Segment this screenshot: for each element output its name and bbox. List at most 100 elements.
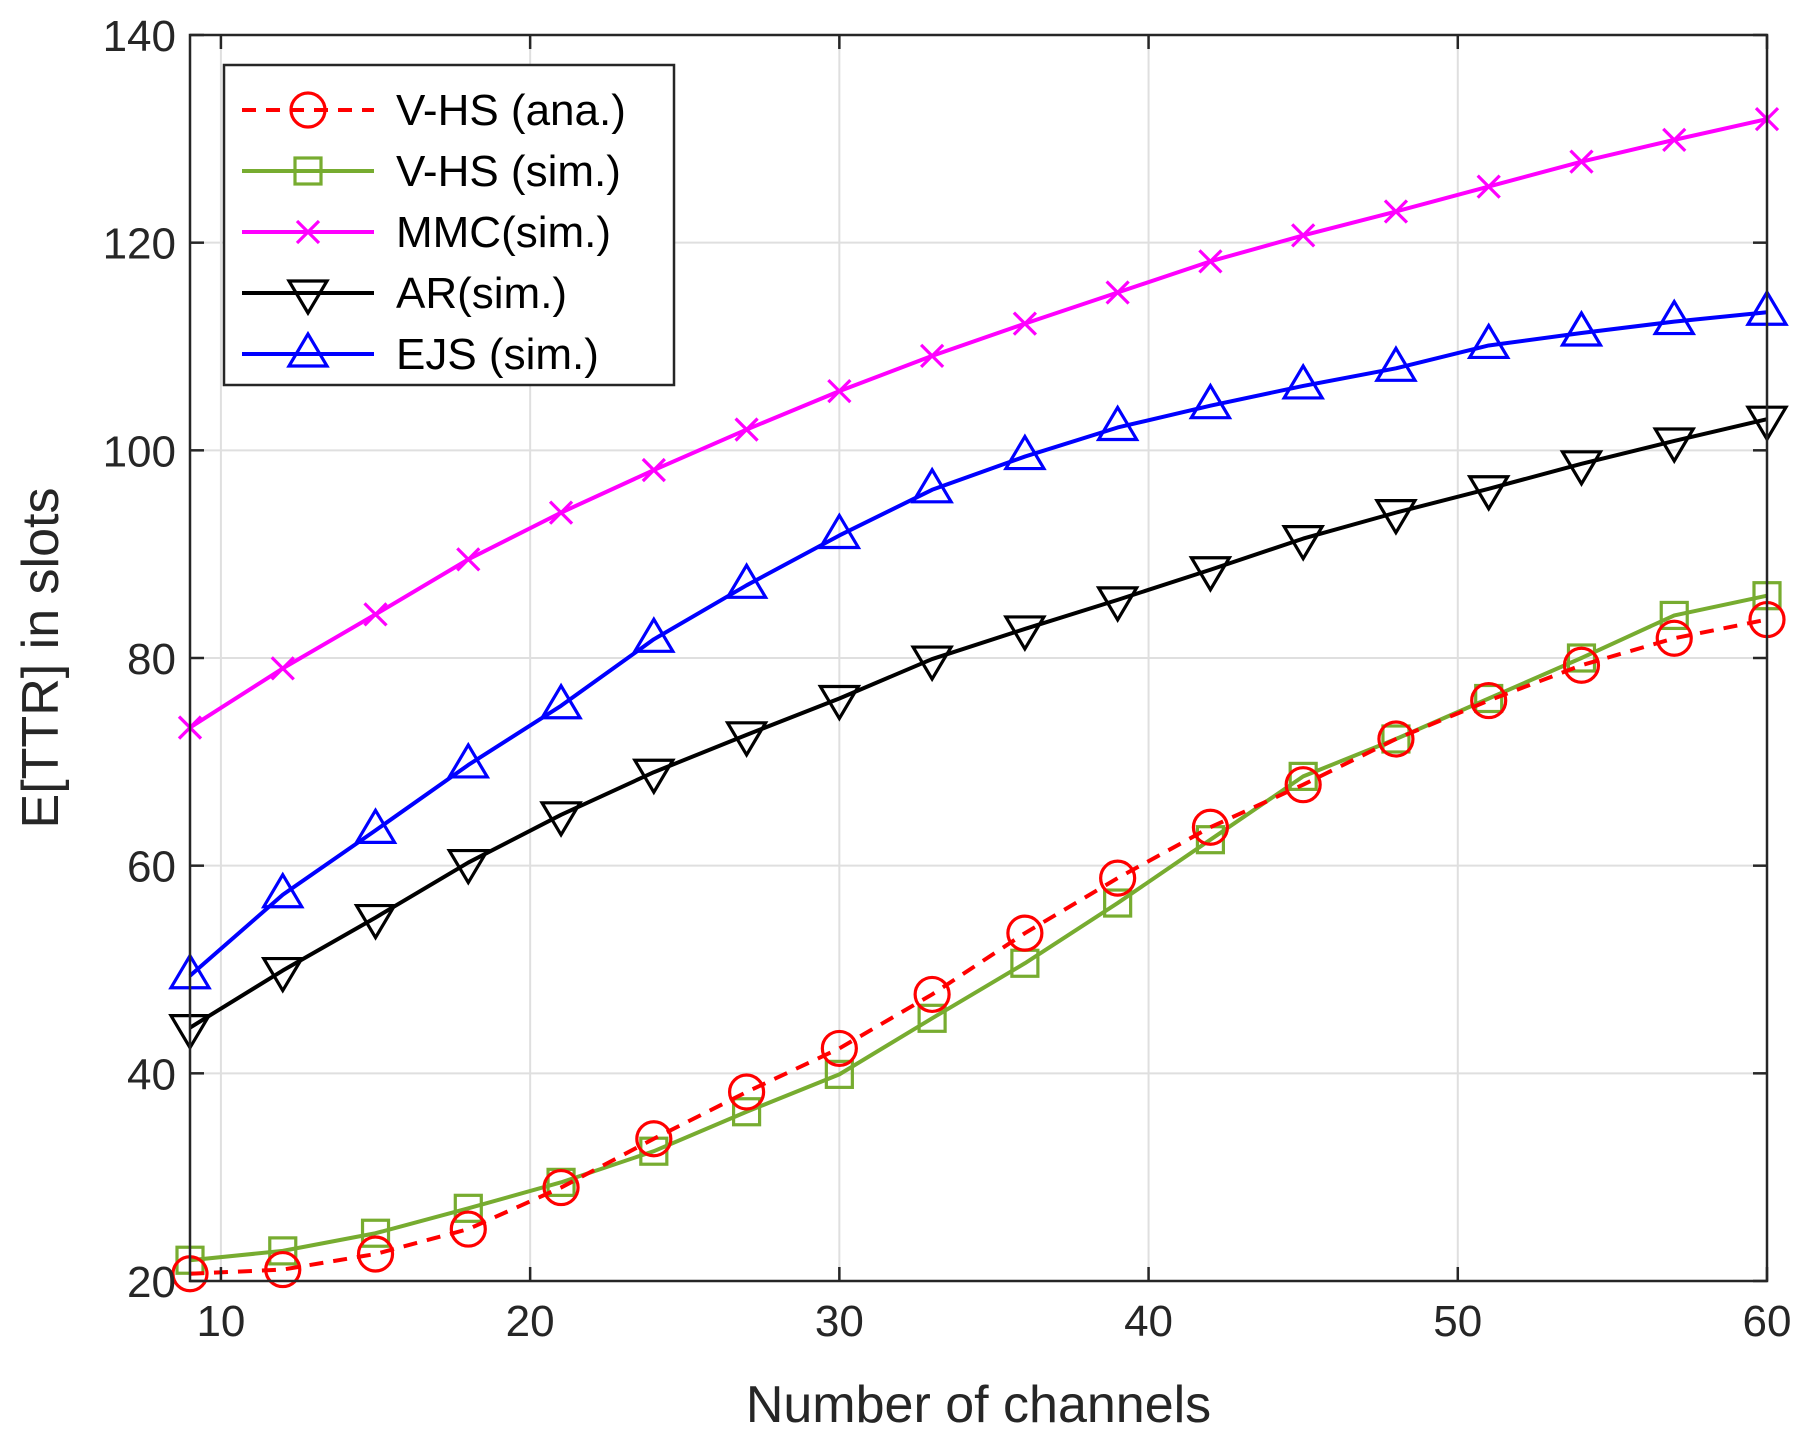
data-point-x [295,219,321,245]
legend-label: AR(sim.) [396,269,567,318]
data-point-square [1381,724,1411,754]
data-point-square [1288,761,1318,791]
data-point-circle [727,1073,766,1111]
data-point-triangle-up [1003,433,1047,471]
data-point-x [827,379,852,404]
data-point-triangle-down [910,645,954,683]
series-ar-sim [168,405,1789,1051]
data-point-square [268,1236,298,1266]
x-tick-label: 30 [815,1297,864,1346]
grid-lines [190,34,1768,1282]
data-point-triangle-up [632,616,676,653]
y-tick-label: 20 [127,1258,176,1307]
data-point-square [1566,643,1597,673]
data-point-circle [264,1250,302,1289]
data-point-x [641,457,666,483]
data-point-triangle-down [1652,427,1697,465]
data-point-x [1662,127,1687,153]
data-point-circle [289,91,327,129]
data-point-triangle-up [539,682,583,720]
data-point-triangle-down [260,956,305,994]
y-tick-label: 40 [127,1050,176,1099]
x-tick-label: 60 [1743,1297,1792,1346]
data-point-x [548,500,574,525]
series-layer [168,106,1789,1293]
data-point-triangle-up [1374,345,1418,382]
data-point-circle [1006,914,1044,952]
data-point-triangle-up [910,466,954,504]
data-point-x [363,602,388,627]
data-point-circle [449,1210,487,1248]
data-point-triangle-down [353,903,398,941]
data-point-triangle-up [1652,298,1697,336]
data-point-square [1103,888,1133,918]
data-point-triangle-up [1466,322,1511,360]
data-point-square [917,1003,947,1033]
data-point-triangle-down [817,684,862,722]
data-point-triangle-down [1281,524,1325,562]
data-point-triangle-down [1374,499,1418,536]
data-point-square [824,1059,854,1089]
data-point-square [1659,600,1689,631]
data-point-x [456,547,481,572]
x-axis-title: Number of channels [746,1376,1211,1434]
data-point-triangle-down [1466,475,1511,512]
data-point-circle [1284,766,1322,804]
data-point-circle [1470,681,1508,720]
axis-ticks: 10 20 30 40 50 60 20 40 60 80 100 120 140 [103,12,1792,1346]
y-axis-title: E[TTR] in slots [12,488,70,829]
data-point-circle [1099,859,1137,897]
data-point-triangle-up [1281,362,1325,400]
series-line [188,117,1768,730]
legend-label: MMC(sim.) [396,208,611,257]
data-point-square [453,1193,483,1223]
data-point-triangle-down [1095,586,1140,623]
data-point-square [1474,683,1504,714]
y-tick-label: 80 [127,635,176,684]
data-point-square [293,156,323,186]
data-point-circle [820,1029,858,1068]
x-tick-label: 10 [196,1297,245,1346]
data-point-triangle-down [632,758,676,796]
legend-label: EJS (sim.) [396,330,599,379]
data-point-triangle-up [1559,309,1604,347]
legend: V-HS (ana.) V-HS (sim.) MMC(sim.) AR(sim.) E… [222,63,676,387]
series-mmc-sim [177,106,1780,740]
series-v-hs-ana [171,600,1786,1293]
data-point-circle [1562,646,1601,684]
data-point-x [1383,199,1409,224]
legend-label: V-HS (ana.) [396,86,626,135]
data-point-x [919,343,945,368]
data-point-circle [913,975,951,1014]
data-point-square [360,1218,391,1248]
y-tick-label: 100 [103,427,176,476]
data-point-x [1569,149,1594,174]
data-point-triangle-down [286,279,330,317]
data-point-x [1291,223,1316,248]
data-point-triangle-down [724,721,769,758]
x-tick-label: 20 [506,1297,555,1346]
data-point-x [1105,280,1130,305]
data-point-circle [1191,808,1230,846]
data-point-square [731,1097,762,1127]
data-point-triangle-up [1095,404,1140,442]
data-point-triangle-down [1559,450,1604,487]
data-point-triangle-down [539,801,583,838]
data-point-triangle-down [1003,615,1047,653]
data-point-x [1198,249,1223,274]
data-point-x [734,417,759,442]
data-point-triangle-down [1188,556,1233,593]
data-point-triangle-up [260,871,305,909]
data-point-circle [1655,619,1693,657]
data-point-circle [635,1120,673,1158]
data-point-triangle-up [446,741,491,779]
x-tick-label: 50 [1433,1297,1482,1346]
x-tick-label: 40 [1124,1297,1173,1346]
y-tick-label: 60 [127,843,176,892]
data-point-circle [356,1235,395,1273]
data-point-circle [1377,720,1415,758]
data-point-triangle-up [286,330,330,368]
y-tick-label: 120 [103,220,176,269]
data-point-x [1012,311,1038,336]
data-point-triangle-up [1188,382,1233,420]
